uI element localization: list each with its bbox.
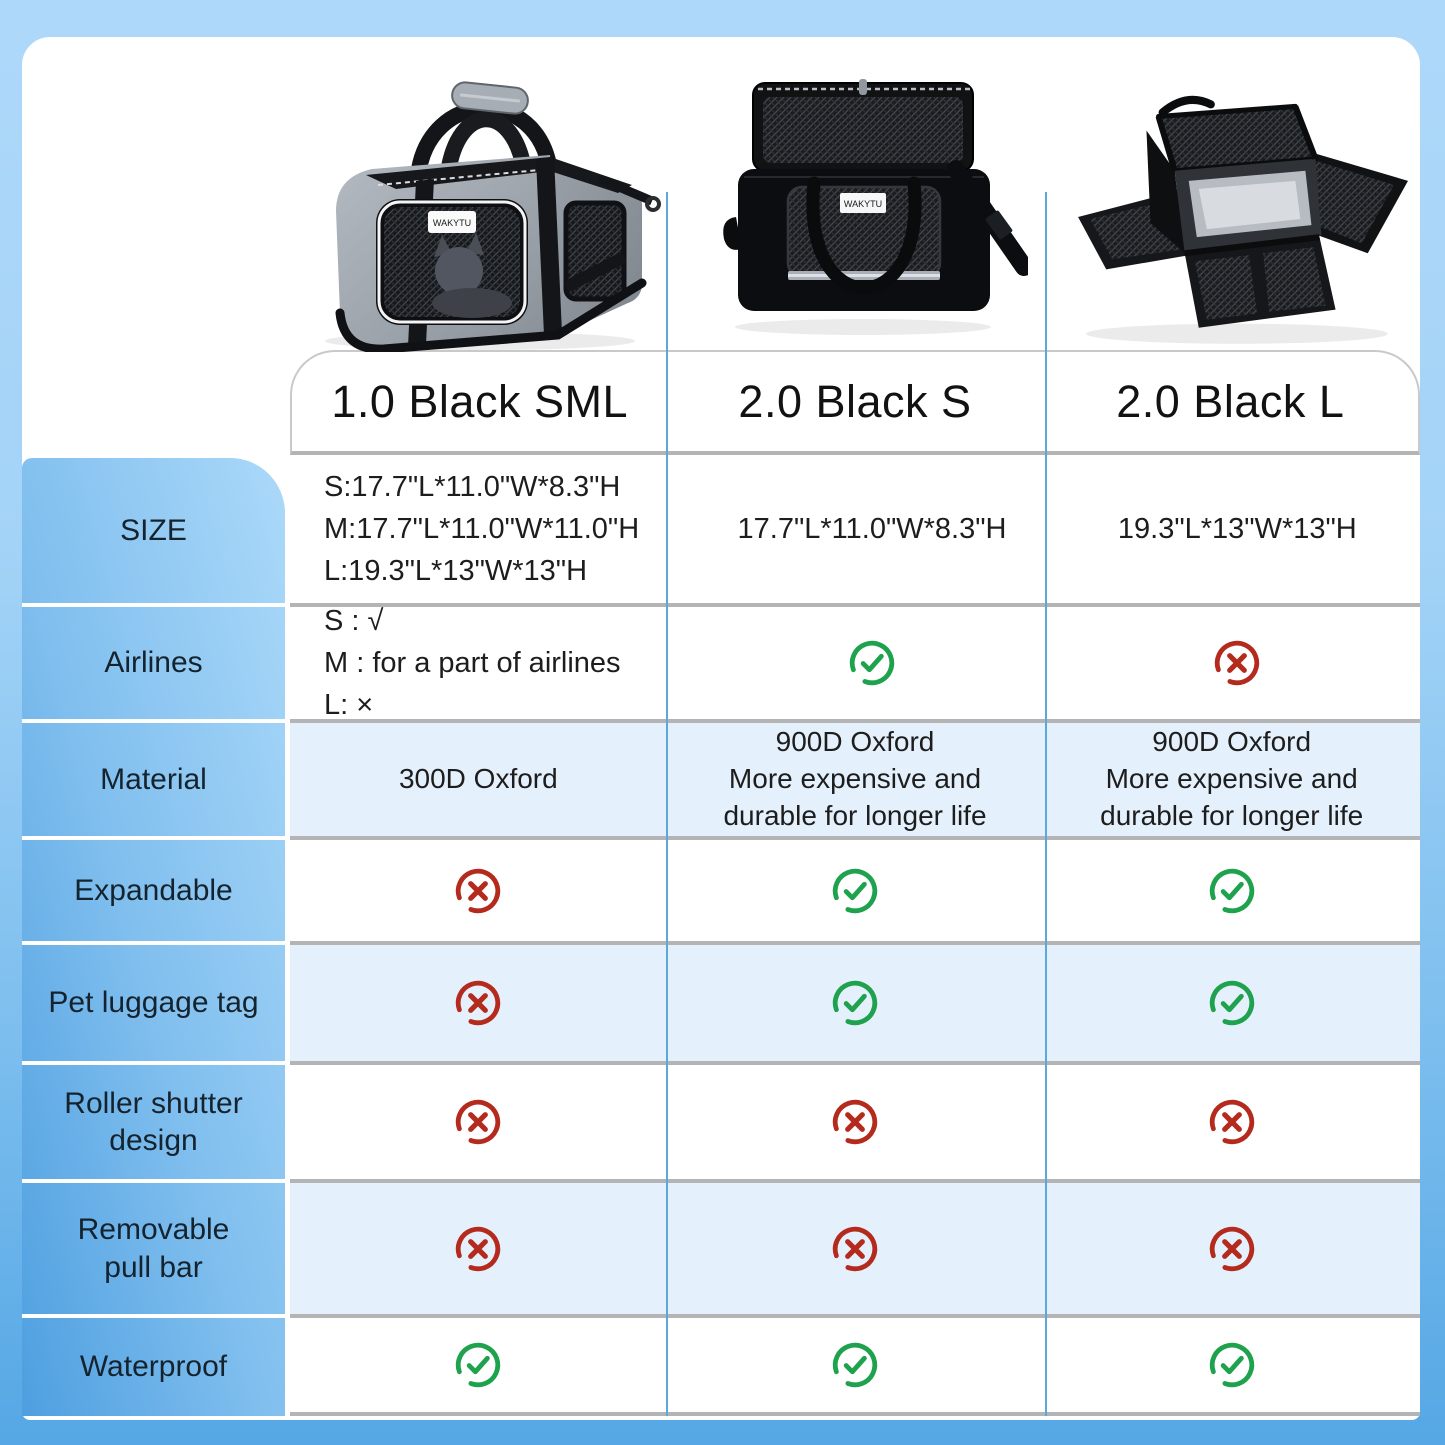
cell-pullbar-col3 [1043, 1183, 1420, 1314]
column-header-2: 2.0 Black S [667, 352, 1042, 451]
cell-size-col2: 17.7"L*11.0"W*8.3"H [737, 512, 1007, 545]
check-icon [456, 1342, 501, 1388]
cell-expandable-col2 [667, 840, 1044, 941]
column-header-3: 2.0 Black L [1043, 352, 1418, 451]
material-lines: 900D Oxford More expensive and durable f… [1100, 726, 1364, 831]
product-image-black-carrier-expanded [1066, 64, 1408, 354]
grey-pet-carrier-illustration: WAKYTU [325, 81, 661, 352]
cross-icon [456, 980, 501, 1026]
product-name: 2.0 Black L [1116, 375, 1345, 427]
table-header-row: 1.0 Black SML 2.0 Black S 2.0 Black L [290, 350, 1420, 455]
row-expandable [290, 840, 1420, 945]
black-pet-carrier-front-illustration: WAKYTU [723, 79, 1028, 335]
cell-pet-tag-col1 [290, 945, 667, 1061]
cross-icon [456, 1099, 501, 1145]
column-divider-2 [1045, 192, 1047, 1416]
check-icon [832, 1342, 878, 1388]
cell-airlines-col2 [689, 607, 1054, 719]
feature-label-size: SIZE [22, 458, 285, 607]
cell-airlines-col1: S : √ M : for a part of airlines L: × [290, 605, 689, 721]
size-line-l: L:19.3"L*13"W*13"H [324, 555, 588, 588]
cell-material-col3: 900D Oxford More expensive and durable f… [1043, 723, 1420, 836]
row-airlines: S : √ M : for a part of airlines L: × [290, 605, 1420, 723]
cell-expandable-col1 [290, 840, 667, 941]
material-lines: 900D Oxford More expensive and durable f… [723, 726, 987, 831]
product-name: 1.0 Black SML [331, 375, 628, 427]
cell-pullbar-col1 [290, 1183, 667, 1314]
row-size: S:17.7"L*11.0"W*8.3"H M:17.7"L*11.0"W*11… [290, 455, 1420, 607]
cell-size-col1: S:17.7"L*11.0"W*8.3"H M:17.7"L*11.0"W*11… [290, 455, 689, 603]
product-name: 2.0 Black S [738, 375, 972, 427]
svg-text:WAKYTU: WAKYTU [844, 199, 882, 209]
row-pet-luggage-tag [290, 945, 1420, 1065]
product-image-black-carrier-front: WAKYTU [698, 70, 1028, 340]
cell-roller-col2 [667, 1065, 1044, 1179]
size-line-s: S:17.7"L*11.0"W*8.3"H [324, 470, 621, 503]
cell-pullbar-col2 [667, 1183, 1044, 1314]
column-header-1: 1.0 Black SML [292, 352, 667, 451]
cell-waterproof-col3 [1043, 1318, 1420, 1412]
cell-material-col1: 300D Oxford [398, 763, 558, 795]
cell-expandable-col3 [1043, 840, 1420, 941]
check-icon [1209, 980, 1254, 1026]
cell-size-col3: 19.3"L*13"W*13"H [1117, 512, 1357, 545]
row-roller-shutter-design [290, 1065, 1420, 1183]
check-icon [849, 640, 895, 686]
cell-roller-col3 [1043, 1065, 1420, 1179]
feature-label-pet-luggage-tag: Pet luggage tag [22, 945, 285, 1065]
cell-airlines-col3 [1055, 607, 1420, 719]
size-lines: S:17.7"L*11.0"W*8.3"H M:17.7"L*11.0"W*11… [324, 466, 639, 592]
feature-label-expandable: Expandable [22, 840, 285, 945]
cross-icon [832, 1099, 878, 1145]
cell-pet-tag-col3 [1043, 945, 1420, 1061]
cell-material-col2: 900D Oxford More expensive and durable f… [667, 723, 1044, 836]
column-divider-1 [666, 192, 668, 1416]
cross-icon [456, 868, 501, 913]
svg-text:WAKYTU: WAKYTU [433, 218, 471, 228]
feature-label-airlines: Airlines [22, 607, 285, 723]
airlines-line-s: S : √ [324, 604, 384, 637]
airlines-line-m: M : for a part of airlines [324, 646, 621, 679]
feature-label-material: Material [22, 723, 285, 840]
row-removable-pull-bar [290, 1183, 1420, 1318]
cross-icon [1215, 640, 1260, 686]
check-icon [832, 980, 878, 1026]
cross-icon [1209, 1226, 1254, 1271]
airlines-line-l: L: × [324, 689, 374, 722]
airlines-lines: S : √ M : for a part of airlines L: × [324, 600, 621, 726]
check-icon [1209, 868, 1254, 913]
cell-roller-col1 [290, 1065, 667, 1179]
cross-icon [832, 1226, 878, 1271]
product-image-grey-carrier: WAKYTU [300, 50, 670, 352]
feature-sidebar: SIZE Airlines Material Expandable Pet lu… [22, 458, 285, 1416]
size-line-m: M:17.7"L*11.0"W*11.0"H [324, 512, 640, 545]
cross-icon [1209, 1099, 1254, 1145]
cell-waterproof-col2 [667, 1318, 1044, 1412]
feature-label-removable-pull-bar: Removable pull bar [22, 1183, 285, 1318]
row-material: 300D Oxford 900D Oxford More expensive a… [290, 723, 1420, 840]
check-icon [832, 868, 878, 913]
cross-icon [456, 1226, 501, 1271]
cell-waterproof-col1 [290, 1318, 667, 1412]
row-waterproof [290, 1318, 1420, 1416]
feature-label-waterproof: Waterproof [79, 1350, 228, 1384]
table-body: S:17.7"L*11.0"W*8.3"H M:17.7"L*11.0"W*11… [290, 455, 1420, 1416]
feature-label-roller-shutter-design: Roller shutter design [22, 1065, 285, 1183]
check-icon [1209, 1342, 1254, 1388]
black-pet-carrier-expanded-illustration [1078, 95, 1408, 344]
cell-pet-tag-col2 [667, 945, 1044, 1061]
